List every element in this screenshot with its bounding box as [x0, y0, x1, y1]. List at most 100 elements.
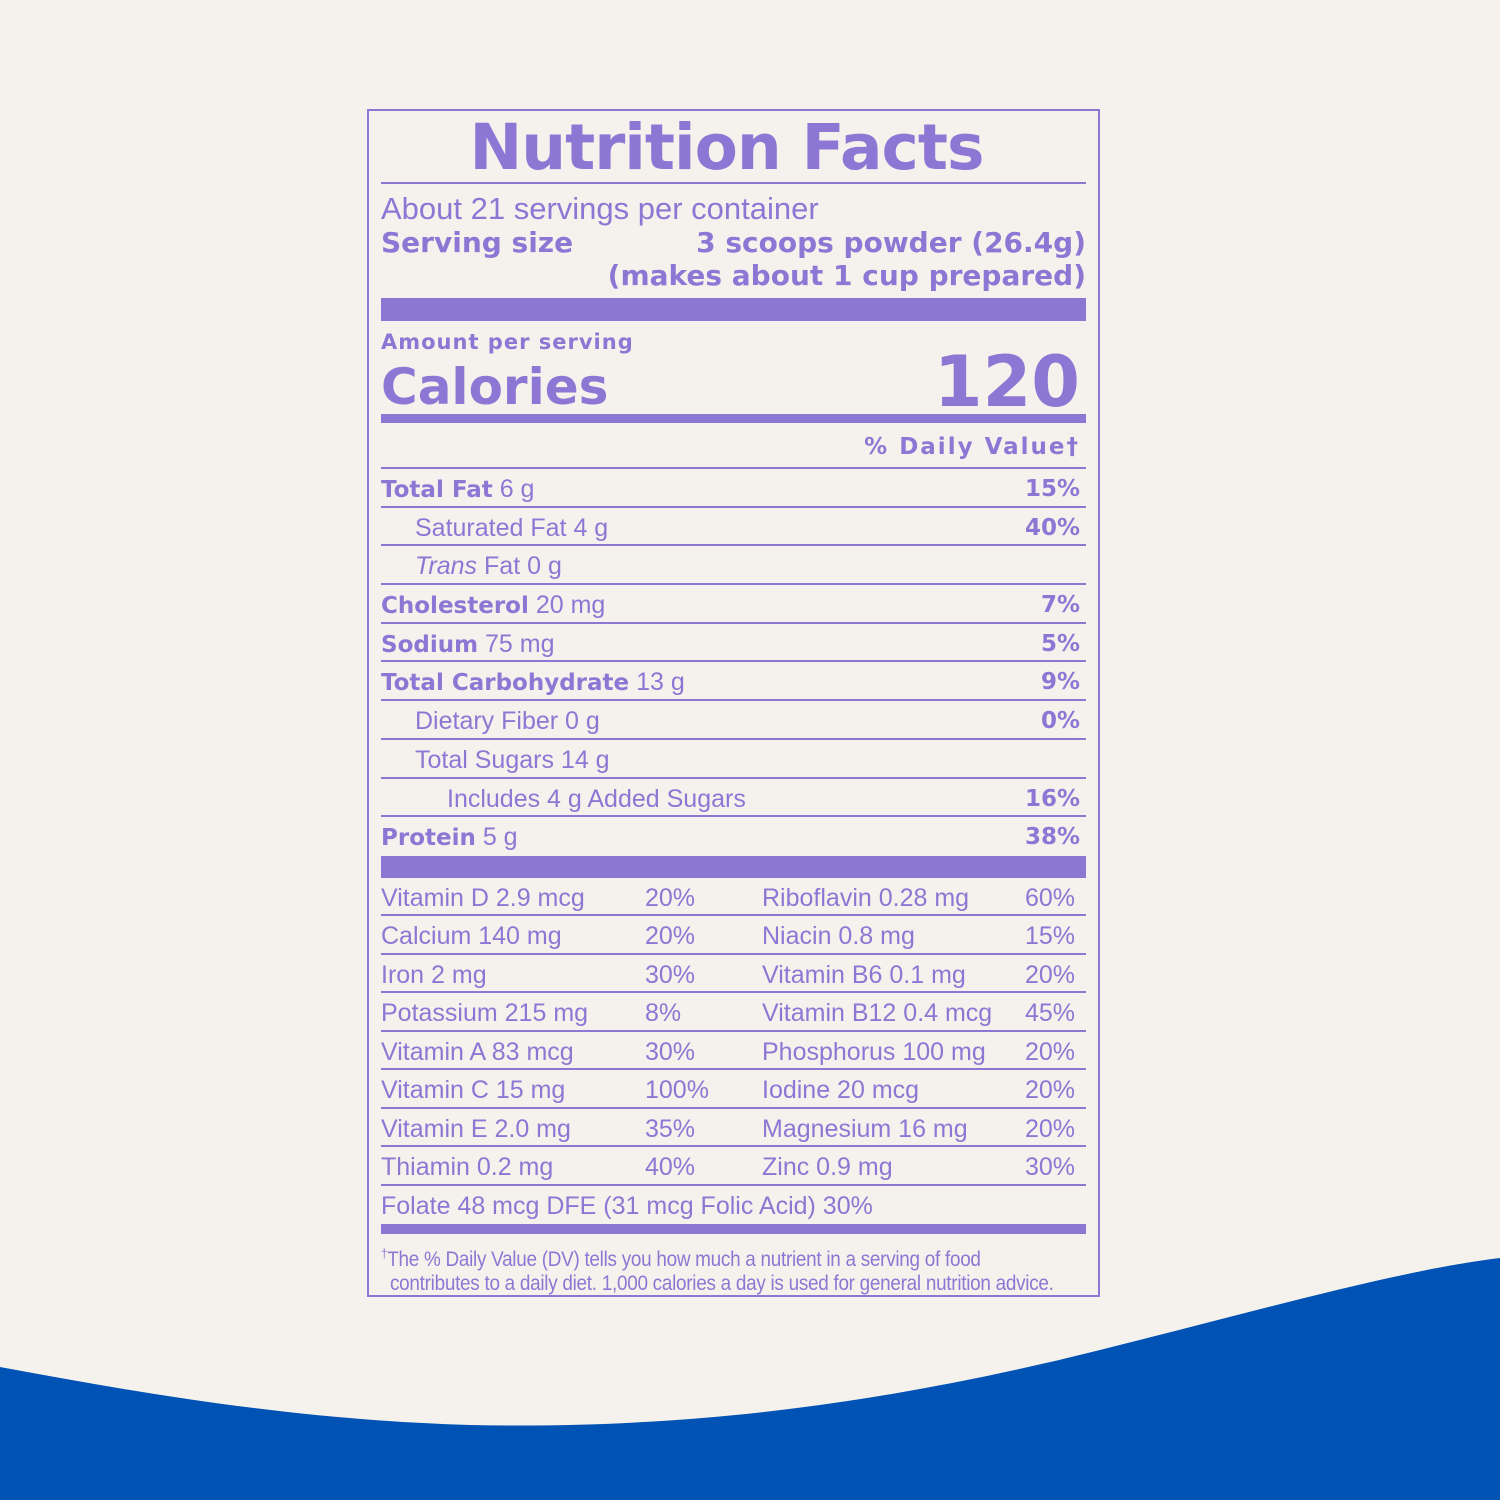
nutrient-amount: 20 mg: [535, 591, 606, 620]
nutrient-label: Total Sugars 14 g: [381, 740, 610, 777]
nutrient-amount: 0 g: [565, 707, 600, 736]
vitamin-dv: 30%: [1025, 1153, 1076, 1182]
footnote-line1: The % Daily Value (DV) tells you how muc…: [387, 1247, 981, 1271]
nutrient-dv: 5%: [1040, 630, 1080, 657]
nutrient-dv: [1080, 740, 1086, 777]
vitamin-dv: 30%: [645, 1037, 696, 1066]
nutrient-amount: 5 g: [482, 823, 518, 852]
vitamin-dv: 20%: [645, 922, 696, 951]
vitamin-name: Calcium 140 mg: [381, 922, 562, 951]
nutrient-dv: [1080, 546, 1086, 583]
nutrient-name: Total Sugars: [415, 745, 554, 774]
nutrient-row: Total Sugars 14 g: [381, 740, 1086, 779]
nutrient-row: Dietary Fiber 0 g 0%: [381, 701, 1086, 740]
nutrient-row: Total Fat 6 g 15%: [381, 469, 1086, 508]
nutrient-row: Cholesterol 20 mg 7%: [381, 585, 1086, 624]
nutrient-label: Dietary Fiber 0 g: [381, 701, 600, 738]
nutrient-row: Total Carbohydrate 13 g 9%: [381, 662, 1086, 702]
thick-divider: [381, 298, 1086, 321]
medium-divider: [381, 1223, 1086, 1234]
nutrient-amount: 75 mg: [485, 629, 555, 658]
vitamin-dv: 35%: [645, 1114, 696, 1143]
calories-row: Calories 120: [381, 347, 1086, 417]
nutrient-row: Protein 5 g 38%: [381, 817, 1086, 854]
nutrient-row: Saturated Fat 4 g 40%: [381, 508, 1086, 547]
footnote: †The % Daily Value (DV) tells you how mu…: [381, 1242, 1083, 1296]
nutrient-label: Total Carbohydrate 13 g: [381, 662, 685, 699]
amount-per-serving: Amount per serving: [381, 330, 634, 354]
vitamin-name: Thiamin 0.2 mg: [381, 1153, 554, 1182]
vitamin-dv: 20%: [1025, 1037, 1076, 1066]
nutrient-dv: 38%: [1024, 824, 1080, 851]
nutrient-dv: 9%: [1040, 669, 1080, 696]
vitamin-dv: 8%: [645, 999, 682, 1028]
vitamin-list: Vitamin D 2.9 mcg 20% Riboflavin 0.28 mg 60…: [381, 878, 1086, 1186]
nutrient-label: Trans Fat 0 g: [381, 546, 562, 583]
vitamin-name: Phosphorus 100 mg: [762, 1037, 986, 1066]
nutrient-name: Cholesterol: [381, 593, 529, 620]
vitamin-dv: 20%: [645, 883, 696, 912]
nutrient-label: Protein 5 g: [381, 817, 518, 854]
serving-size: Serving size 3 scoops powder (26.4g): [381, 226, 1086, 259]
nutrient-row: Trans Fat 0 g: [381, 546, 1086, 586]
nutrient-name: Includes 4 g Added Sugars: [447, 784, 746, 813]
serving-size-label: Serving size: [381, 226, 574, 259]
vitamin-dv: 45%: [1025, 999, 1076, 1028]
nutrient-name: Saturated Fat: [415, 513, 567, 542]
nutrient-label: Cholesterol 20 mg: [381, 585, 605, 622]
nutrient-amount: 0 g: [527, 552, 562, 581]
vitamin-name: Vitamin A 83 mcg: [381, 1037, 574, 1066]
vitamin-dv: 20%: [1025, 1076, 1076, 1105]
nutrient-name: Trans: [415, 552, 478, 581]
nutrient-dv: 40%: [1024, 514, 1080, 541]
vitamin-name: Zinc 0.9 mg: [762, 1153, 893, 1182]
nutrient-dv: 15%: [1024, 476, 1080, 502]
vitamin-row: Vitamin E 2.0 mg 35% Magnesium 16 mg 20%: [381, 1109, 1086, 1148]
thick-divider: [381, 855, 1086, 878]
vitamin-row: Vitamin C 15 mg 100% Iodine 20 mcg 20%: [381, 1070, 1086, 1109]
nutrient-dv: 7%: [1040, 592, 1080, 619]
vitamin-row: Vitamin A 83 mcg 30% Phosphorus 100 mg 20%: [381, 1032, 1086, 1071]
label-title: Nutrition Facts: [381, 111, 1086, 184]
vitamin-name: Niacin 0.8 mg: [762, 922, 915, 951]
nutrient-name: Total Carbohydrate: [381, 670, 630, 697]
nutrition-facts-label: Nutrition Facts About 21 servings per co…: [367, 109, 1100, 1297]
daily-value-header: % Daily Value†: [381, 423, 1086, 469]
footnote-line2: contributes to a daily diet. 1,000 calor…: [390, 1271, 1054, 1295]
vitamin-row: Thiamin 0.2 mg 40% Zinc 0.9 mg 30%: [381, 1147, 1086, 1186]
vitamin-name: Riboflavin 0.28 mg: [762, 883, 970, 912]
nutrient-name: Sodium: [381, 631, 479, 658]
nutrient-name-rest: Fat: [484, 552, 521, 581]
vitamin-name: Magnesium 16 mg: [762, 1114, 968, 1143]
nutrient-amount: 6 g: [499, 475, 535, 503]
vitamin-row: Vitamin D 2.9 mcg 20% Riboflavin 0.28 mg 60…: [381, 878, 1086, 917]
vitamin-dv: 40%: [645, 1153, 696, 1182]
nutrient-label: Sodium 75 mg: [381, 624, 555, 661]
nutrient-amount: 4 g: [573, 513, 609, 542]
nutrient-amount: 13 g: [636, 668, 685, 697]
vitamin-dv: 20%: [1025, 1114, 1076, 1143]
vitamin-dv: 20%: [1025, 960, 1076, 989]
nutrient-name: Total Fat: [381, 477, 493, 503]
vitamin-name: Iron 2 mg: [381, 960, 487, 989]
servings-per-container: About 21 servings per container: [381, 191, 819, 226]
vitamin-name: Iodine 20 mcg: [762, 1076, 920, 1105]
vitamin-dv: 15%: [1025, 922, 1076, 951]
vitamin-dv: 60%: [1025, 883, 1076, 912]
vitamin-name: Vitamin B6 0.1 mg: [762, 960, 966, 989]
nutrient-amount: 14 g: [560, 745, 610, 774]
vitamin-row: Calcium 140 mg 20% Niacin 0.8 mg 15%: [381, 916, 1086, 955]
footnote-mark: †: [381, 1245, 388, 1261]
serving-size-note: (makes about 1 cup prepared): [607, 259, 1086, 292]
nutrient-dv: 16%: [1024, 785, 1080, 812]
nutrient-label: Total Fat 6 g: [381, 469, 534, 506]
vitamin-row: Potassium 215 mg 8% Vitamin B12 0.4 mcg 45%: [381, 993, 1086, 1032]
vitamin-name: Vitamin C 15 mg: [381, 1076, 566, 1105]
folate-row: Folate 48 mcg DFE (31 mcg Folic Acid) 30…: [381, 1191, 873, 1220]
vitamin-name: Vitamin D 2.9 mcg: [381, 883, 585, 912]
nutrient-label: Saturated Fat 4 g: [381, 508, 608, 545]
nutrient-row: Sodium 75 mg 5%: [381, 624, 1086, 663]
vitamin-dv: 100%: [645, 1076, 709, 1105]
vitamin-name: Vitamin E 2.0 mg: [381, 1114, 571, 1143]
